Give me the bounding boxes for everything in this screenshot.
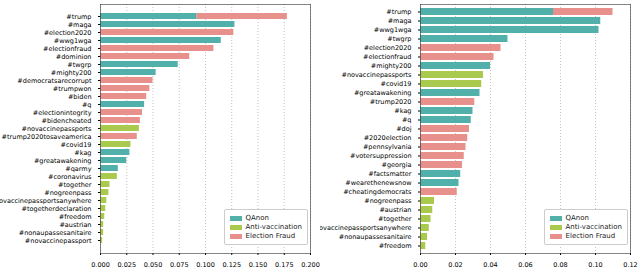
svg-text:0.10: 0.10 — [588, 261, 602, 269]
svg-text:0.08: 0.08 — [553, 261, 567, 269]
svg-text:#together: #together — [58, 181, 92, 189]
svg-text:0.000: 0.000 — [91, 261, 110, 269]
html-text:QAnon: QAnon — [245, 214, 269, 222]
svg-text:#maga: #maga — [68, 21, 92, 29]
svg-text:#factsmatter: #factsmatter — [368, 170, 412, 178]
svg-text:#twgrp: #twgrp — [67, 61, 91, 69]
svg-text:#mighty200: #mighty200 — [51, 69, 92, 77]
svg-text:#maga: #maga — [388, 17, 412, 25]
svg-text:#dominion: #dominion — [56, 53, 92, 61]
svg-text:#austrian: #austrian — [59, 221, 91, 229]
svg-text:#electionfraud: #electionfraud — [363, 53, 411, 61]
svg-text:#nonaupassesanitaire: #nonaupassesanitaire — [339, 233, 412, 241]
svg-text:#wearethenewsnow: #wearethenewsnow — [345, 179, 412, 187]
svg-text:#coronavirus: #coronavirus — [48, 173, 92, 181]
svg-text:#biden: #biden — [68, 93, 92, 101]
svg-text:#togetherdeclaration: #togetherdeclaration — [22, 205, 92, 213]
svg-text:#novaccinepassports: #novaccinepassports — [341, 71, 412, 79]
svg-text:0.200: 0.200 — [301, 261, 320, 269]
svg-text:#mighty200: #mighty200 — [371, 62, 412, 70]
svg-text:#qarmy: #qarmy — [65, 165, 91, 173]
svg-text:#wwg1wga: #wwg1wga — [374, 26, 412, 34]
svg-text:#novaccinepassports: #novaccinepassports — [21, 125, 92, 133]
svg-text:0.06: 0.06 — [518, 261, 532, 269]
svg-text:#doj: #doj — [396, 125, 412, 133]
html-text:Election Fraud: Election Fraud — [245, 232, 296, 240]
svg-text:0.025: 0.025 — [117, 261, 136, 269]
svg-text:#georgia: #georgia — [381, 161, 411, 169]
svg-text:#q: #q — [402, 116, 412, 124]
svg-text:#kag: #kag — [74, 149, 91, 157]
svg-text:#kag: #kag — [394, 107, 411, 115]
svg-text:#2020election: #2020election — [364, 134, 412, 142]
svg-text:0.175: 0.175 — [275, 261, 294, 269]
svg-text:#cheatingdemocrats: #cheatingdemocrats — [343, 188, 412, 196]
svg-text:#bidencheated: #bidencheated — [42, 117, 92, 125]
svg-text:#q: #q — [82, 101, 92, 109]
svg-text:#pennsylvania: #pennsylvania — [363, 143, 412, 151]
svg-text:#covid19: #covid19 — [380, 80, 411, 88]
svg-text:#twgrp: #twgrp — [387, 35, 411, 43]
svg-text:#trump2020: #trump2020 — [370, 98, 412, 106]
svg-text:0.02: 0.02 — [448, 261, 462, 269]
svg-text:#trump2020tosaveamerica: #trump2020tosaveamerica — [2, 133, 92, 141]
svg-text:#novaccinepassport: #novaccinepassport — [25, 237, 92, 245]
svg-text:#trump: #trump — [386, 8, 411, 16]
svg-text:0.00: 0.00 — [413, 261, 427, 269]
svg-text:0.050: 0.050 — [144, 261, 163, 269]
svg-text:#austrian: #austrian — [379, 206, 411, 214]
svg-text:#election2020: #election2020 — [364, 44, 412, 52]
svg-text:#votersuppression: #votersuppression — [350, 152, 411, 160]
svg-text:#freedom: #freedom — [59, 213, 92, 221]
svg-text:#trump: #trump — [66, 13, 91, 21]
svg-text:#nogreenpass: #nogreenpass — [364, 197, 412, 205]
svg-text:#election2020: #election2020 — [44, 29, 92, 37]
svg-text:#electionfraud: #electionfraud — [43, 45, 91, 53]
html-text:Election Fraud: Election Fraud — [565, 232, 616, 240]
svg-text:#freedom: #freedom — [379, 242, 412, 250]
svg-text:0.125: 0.125 — [222, 261, 241, 269]
svg-text:0.12: 0.12 — [623, 261, 637, 269]
svg-text:#democratsarecorrupt: #democratsarecorrupt — [17, 77, 92, 85]
svg-text:0.075: 0.075 — [170, 261, 189, 269]
html-text:Anti-vaccination: Anti-vaccination — [245, 223, 302, 231]
svg-text:0.100: 0.100 — [196, 261, 215, 269]
svg-text:#greatawakening: #greatawakening — [34, 157, 92, 165]
svg-text:#wwg1wga: #wwg1wga — [54, 37, 92, 45]
svg-text:#covid19: #covid19 — [60, 141, 91, 149]
svg-text:#greatawakening: #greatawakening — [354, 89, 412, 97]
svg-text:#nonaupassesanitaire: #nonaupassesanitaire — [19, 229, 92, 237]
svg-text:#trumpwon: #trumpwon — [53, 85, 92, 93]
svg-text:0.04: 0.04 — [483, 261, 497, 269]
svg-text:#novaccinepassportsanywhere: #novaccinepassportsanywhere — [0, 197, 92, 205]
svg-text:#nogreenpass: #nogreenpass — [44, 189, 92, 197]
svg-text:#novaccinepassportsanywhere: #novaccinepassportsanywhere — [320, 224, 412, 232]
svg-text:#electionintegrity: #electionintegrity — [33, 109, 92, 117]
html-text:Anti-vaccination: Anti-vaccination — [565, 223, 622, 231]
svg-text:#together: #together — [378, 215, 412, 223]
html-text:QAnon: QAnon — [565, 214, 589, 222]
svg-text:0.150: 0.150 — [249, 261, 268, 269]
